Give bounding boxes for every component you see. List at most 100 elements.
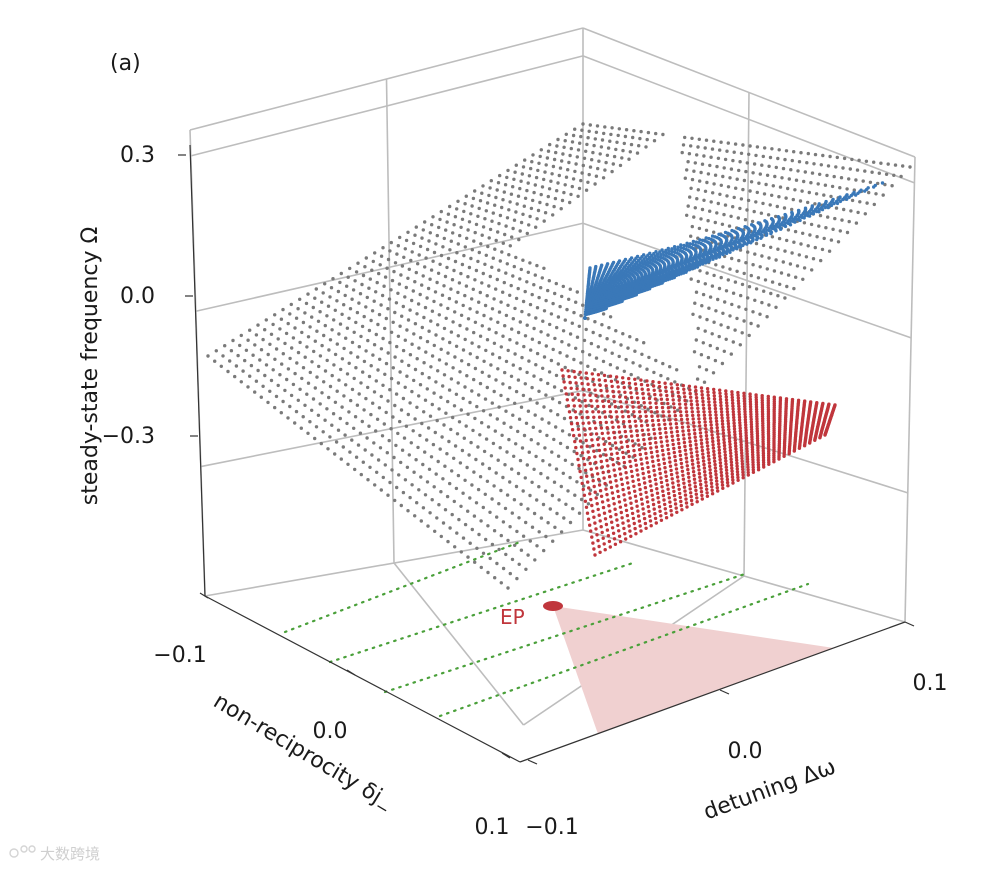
point-single-branch [377, 271, 381, 276]
point-single-branch [342, 394, 346, 398]
point-single-branch [692, 215, 696, 219]
point-single-branch [426, 426, 431, 430]
point-single-branch [456, 290, 460, 295]
point-single-branch [433, 290, 438, 294]
point-lower-branch [602, 476, 606, 480]
point-lower-branch [680, 469, 685, 473]
point-single-branch [398, 324, 402, 328]
point-single-branch [490, 401, 494, 405]
point-single-branch [841, 166, 845, 170]
point-single-branch [511, 185, 515, 189]
point-single-branch [854, 178, 858, 182]
point-single-branch [274, 347, 279, 351]
point-upper-branch [653, 254, 657, 258]
point-single-branch [818, 213, 823, 218]
point-lower-branch [741, 476, 745, 480]
point-single-branch [620, 156, 624, 160]
point-lower-branch [667, 410, 671, 414]
point-lower-branch [668, 504, 673, 509]
point-single-branch [405, 328, 409, 332]
point-single-branch [737, 305, 741, 309]
point-single-branch [504, 224, 508, 228]
point-upper-branch [672, 275, 676, 280]
point-lower-branch [590, 535, 594, 539]
point-single-branch [461, 348, 466, 352]
point-single-branch [516, 378, 521, 382]
point-lower-branch [608, 480, 613, 484]
point-single-branch [246, 385, 250, 389]
point-lower-branch [684, 410, 689, 414]
point-lower-branch [640, 462, 644, 466]
point-single-branch [483, 217, 487, 221]
point-lower-branch [708, 410, 712, 414]
z-tick-label: 0.3 [120, 143, 155, 168]
point-single-branch [546, 194, 550, 199]
point-single-branch [645, 367, 649, 371]
point-single-branch [376, 368, 380, 372]
point-lower-branch [762, 465, 766, 469]
point-single-branch [254, 333, 259, 337]
point-single-branch [549, 409, 553, 413]
point-single-branch [408, 353, 413, 357]
point-single-branch [543, 489, 548, 493]
point-single-branch [386, 257, 391, 262]
point-single-branch [373, 483, 377, 487]
point-single-branch [388, 480, 392, 485]
point-lower-branch [577, 463, 581, 468]
point-single-branch [496, 458, 500, 462]
point-single-branch [614, 329, 618, 333]
point-single-branch [491, 441, 496, 446]
point-single-branch [719, 323, 723, 327]
point-lower-branch [686, 425, 690, 429]
point-lower-branch [678, 491, 682, 496]
point-single-branch [388, 340, 392, 345]
point-single-branch [383, 463, 387, 467]
point-single-branch [335, 342, 339, 346]
point-lower-branch [606, 534, 611, 538]
point-single-branch [370, 309, 375, 313]
point-single-branch [608, 315, 613, 319]
point-single-branch [441, 337, 445, 341]
point-single-branch [516, 330, 521, 335]
point-single-branch [543, 446, 547, 450]
point-lower-branch [705, 494, 710, 498]
x-tick-label: 0.0 [313, 719, 348, 744]
point-lower-branch [644, 414, 648, 418]
point-lower-branch [610, 457, 615, 462]
point-lower-branch [672, 450, 676, 455]
point-lower-branch [585, 376, 589, 381]
point-lower-branch [644, 456, 649, 460]
point-lower-branch [572, 404, 576, 408]
point-lower-branch [731, 410, 735, 414]
point-single-branch [509, 283, 513, 288]
point-lower-branch [659, 480, 664, 485]
point-single-branch [458, 461, 463, 465]
point-lower-branch [611, 531, 616, 535]
point-lower-branch [702, 413, 707, 417]
point-lower-branch [735, 464, 739, 468]
point-lower-branch [612, 537, 617, 541]
point-single-branch [445, 494, 450, 499]
point-lower-branch [661, 489, 665, 493]
point-single-branch [695, 377, 700, 381]
point-lower-branch [652, 388, 656, 392]
point-lower-branch [712, 449, 716, 454]
point-lower-branch [662, 418, 666, 422]
point-upper-branch [611, 260, 616, 265]
point-lower-branch [670, 390, 674, 394]
point-single-branch [799, 151, 803, 155]
point-single-branch [801, 231, 805, 235]
point-single-branch [723, 203, 728, 207]
point-lower-branch [623, 390, 627, 394]
point-single-branch [806, 244, 810, 248]
point-lower-branch [716, 438, 721, 443]
point-single-branch [781, 260, 785, 264]
point-single-branch [536, 208, 541, 213]
point-lower-branch [624, 395, 628, 399]
point-single-branch [376, 458, 381, 462]
point-lower-branch [696, 464, 701, 468]
point-upper-branch [658, 250, 662, 254]
point-single-branch [748, 189, 752, 193]
point-lower-branch [742, 402, 747, 406]
point-single-branch [798, 199, 803, 203]
